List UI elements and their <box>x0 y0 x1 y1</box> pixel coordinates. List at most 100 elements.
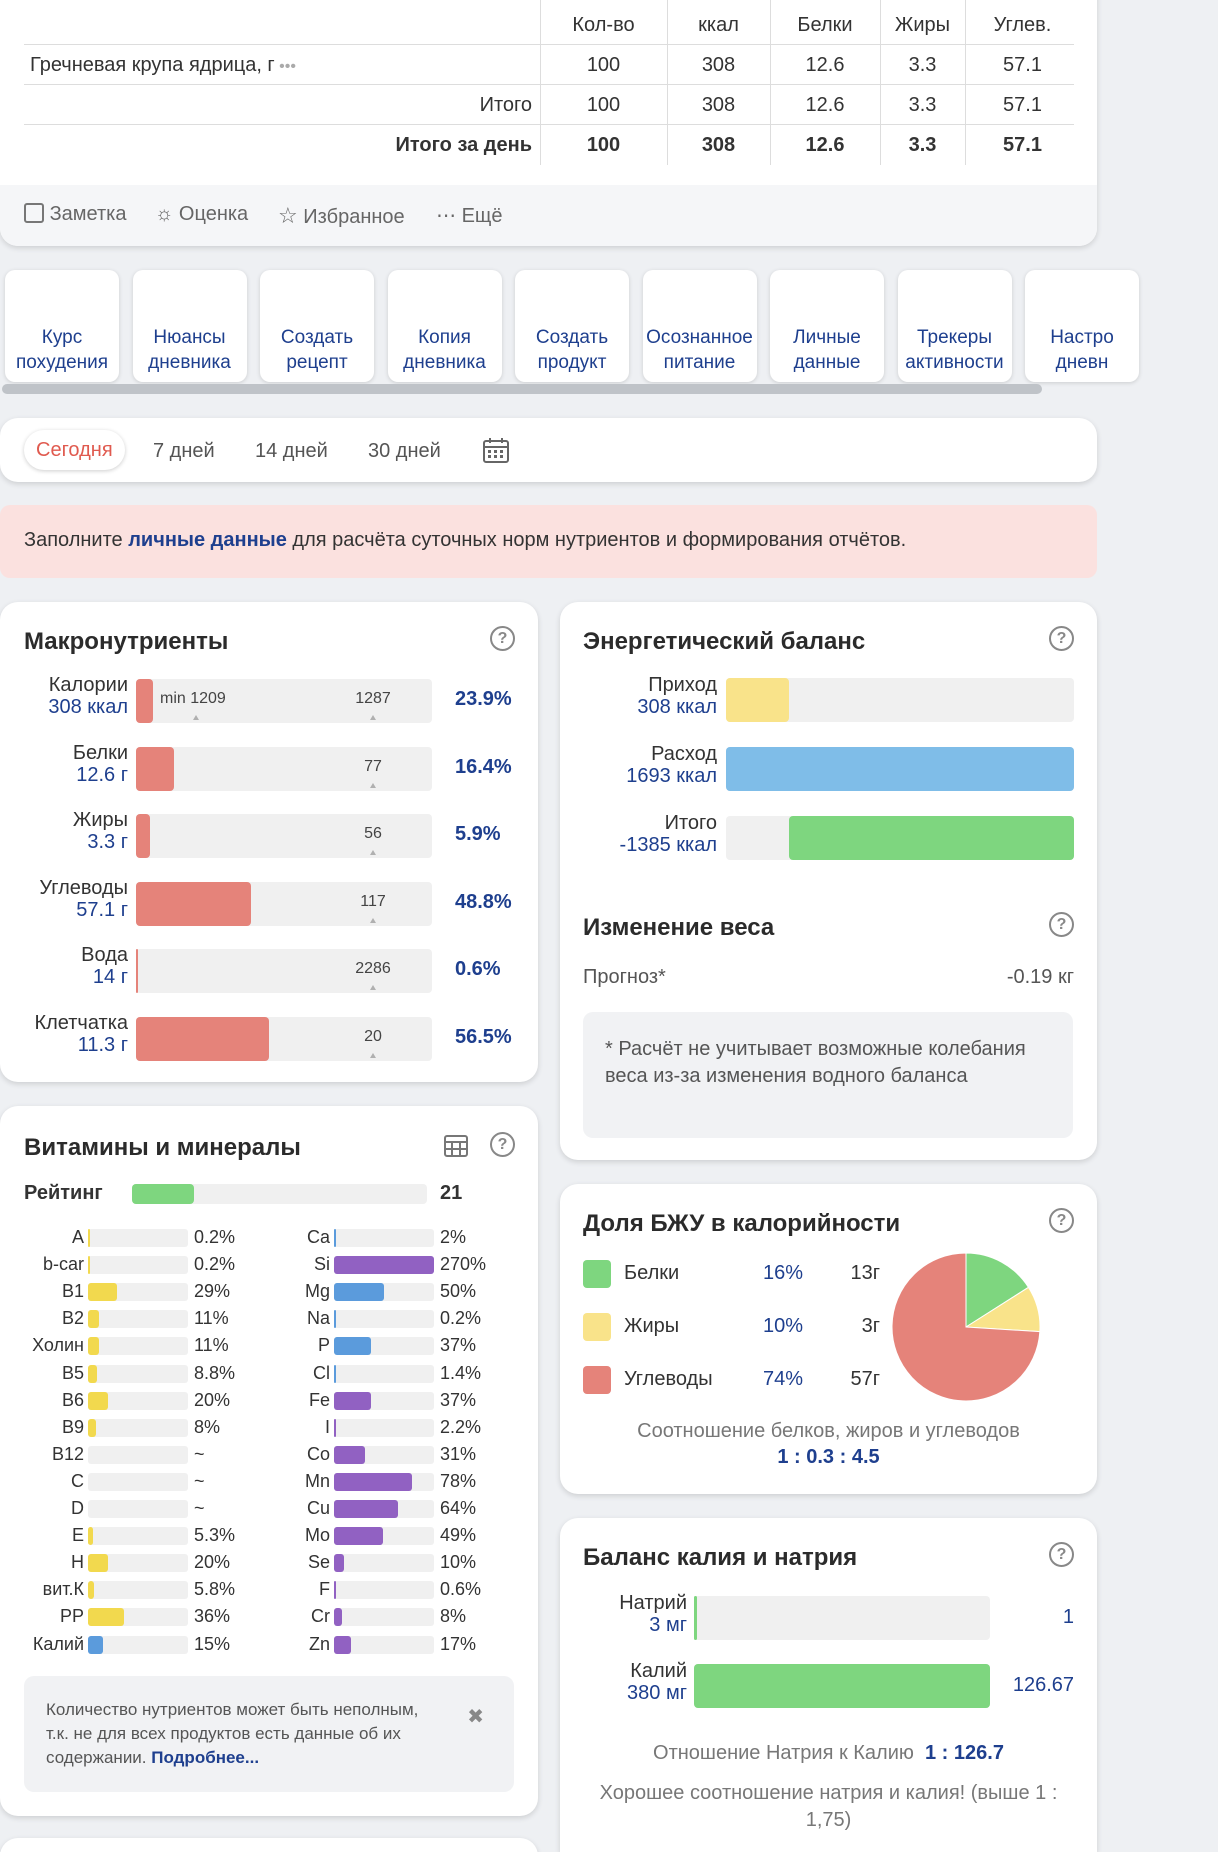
nutrient-bar <box>88 1635 188 1654</box>
nutrient-bar-fill <box>334 1608 342 1627</box>
nutrient-name: Co <box>306 1443 330 1464</box>
weight-change-title: Изменение веса <box>583 914 775 941</box>
nutrient-name: E <box>71 1525 84 1546</box>
legend-name: Жиры <box>624 1315 680 1337</box>
table-cell: 3.3 <box>908 134 937 156</box>
macro-bar <box>136 814 432 858</box>
shortcut-chef-hat[interactable]: Создать рецепт <box>260 270 374 382</box>
table-cell: 12.6 <box>805 94 845 116</box>
shortcut-apple[interactable]: Создать продукт <box>515 270 629 382</box>
card-title: Баланс калия и натрия <box>583 1544 858 1571</box>
personal-data-link[interactable]: личные данные <box>128 529 287 551</box>
table-view-icon[interactable] <box>444 1134 468 1158</box>
macro-value: 57.1 г <box>76 898 128 921</box>
help-icon[interactable]: ? <box>1049 1208 1074 1233</box>
nutrient-bar-fill <box>88 1337 99 1356</box>
calendar-icon[interactable] <box>482 436 510 464</box>
product-name[interactable]: Гречневая крупа ядрица, г ••• <box>30 54 296 76</box>
more-button[interactable]: ⋯ Ещё <box>436 203 502 228</box>
nutrient-percent: 5.3% <box>194 1525 236 1546</box>
note-button[interactable]: Заметка <box>24 203 126 226</box>
norm-tick <box>370 782 376 788</box>
kna-ratio-value: 1 : 126.7 <box>925 1742 1004 1764</box>
alert-text: Заполните <box>24 529 129 551</box>
nutrient-percent: 50% <box>440 1281 477 1302</box>
nutrient-bar <box>88 1256 188 1275</box>
shortcut-settings[interactable]: Настро дневн <box>1025 270 1139 382</box>
kna-bar <box>694 1664 990 1708</box>
bju-pie-chart <box>891 1252 1041 1402</box>
shortcut-tracker[interactable]: Трекеры активности <box>897 270 1012 382</box>
kna-number: 1 <box>1062 1606 1074 1628</box>
legend-swatch <box>583 1313 611 1341</box>
nutrient-percent: 1.4% <box>440 1362 482 1383</box>
nutrient-percent: 2% <box>440 1227 467 1247</box>
macro-bar-fill <box>136 746 175 791</box>
shortcuts-scrollbar[interactable] <box>2 384 1042 394</box>
alert-text-end: для расчёта суточных норм нутриентов и ф… <box>286 529 907 551</box>
nutrient-percent: 0.2% <box>194 1227 236 1247</box>
norm-tick <box>370 917 376 923</box>
help-icon[interactable]: ? <box>490 626 515 651</box>
more-dots-icon: ⋯ <box>436 205 456 227</box>
nutrient-bar-fill <box>334 1635 351 1654</box>
nutrient-percent: 11% <box>194 1308 229 1329</box>
nutrient-bar-fill <box>88 1608 124 1627</box>
help-icon[interactable]: ? <box>1049 1542 1074 1567</box>
nutrient-name: B5 <box>61 1362 84 1383</box>
nutrient-percent: 0.6% <box>440 1579 482 1600</box>
weight-note: * Расчёт не учитывает возможные колебани… <box>583 1012 1073 1138</box>
shortcut-stack[interactable]: Курс похудения <box>5 270 119 382</box>
macro-value: 3.3 г <box>87 831 128 853</box>
energy-bar <box>726 816 1074 860</box>
nutrient-percent: ~ <box>194 1470 205 1491</box>
help-icon[interactable]: ? <box>1049 626 1074 651</box>
close-icon[interactable]: ✖ <box>467 1706 484 1728</box>
macro-value: 11.3 г <box>77 1033 128 1056</box>
macro-label: Углеводы <box>39 876 128 899</box>
table-header: Кол-во <box>572 14 635 36</box>
shortcut-label: Создать рецепт <box>280 327 354 373</box>
period-today[interactable]: Сегодня <box>24 430 125 470</box>
table-cell: 308 <box>701 94 736 116</box>
shortcut-user[interactable]: Личные данные <box>770 270 884 382</box>
table-cell: 100 <box>586 134 621 156</box>
nutrient-bar <box>334 1472 434 1491</box>
nutrient-percent: ~ <box>194 1498 205 1518</box>
nutrient-bar <box>88 1472 188 1491</box>
nutrient-percent: 8.8% <box>194 1362 236 1383</box>
nutrient-name: Zn <box>308 1633 330 1654</box>
shortcut-book[interactable]: Нюансы дневника <box>132 270 247 382</box>
nutrient-bar-fill <box>334 1283 384 1302</box>
macro-label: Клетчатка <box>34 1011 128 1034</box>
nutrient-bar-fill <box>334 1527 383 1546</box>
nutrient-percent: 64% <box>440 1498 477 1518</box>
nutrient-percent: 29% <box>194 1281 231 1302</box>
favorite-button[interactable]: ☆ Избранное <box>278 203 405 229</box>
nutrient-bar <box>334 1445 434 1464</box>
nutrient-bar-fill <box>334 1554 344 1573</box>
energy-bar-fill <box>788 816 1074 860</box>
nutrient-name: B12 <box>51 1443 84 1464</box>
help-icon[interactable]: ? <box>1049 912 1074 937</box>
nutrient-bar <box>334 1310 434 1329</box>
shortcut-copy-doc[interactable]: Копия дневника <box>387 270 502 382</box>
nutrient-bar-fill <box>88 1229 90 1247</box>
help-icon[interactable]: ? <box>490 1132 515 1157</box>
rating-button[interactable]: ☼ Оценка <box>155 203 248 226</box>
favorite-label: Избранное <box>303 206 405 228</box>
nutrient-name: Mg <box>304 1281 330 1302</box>
pie-slice-carbs <box>891 1252 1041 1402</box>
legend-grams: 13г <box>850 1262 880 1284</box>
legend-grams: 3г <box>861 1315 880 1337</box>
period-14-days[interactable]: 14 дней <box>255 440 328 462</box>
period-30-days[interactable]: 30 дней <box>368 440 441 462</box>
period-7-days[interactable]: 7 дней <box>153 440 215 462</box>
shortcut-lightbulb[interactable]: Осознанное питание <box>642 270 757 382</box>
nutrient-bar <box>334 1364 434 1383</box>
nutrient-bar-fill <box>334 1500 398 1518</box>
nutrient-percent: 11% <box>194 1335 229 1356</box>
more-dots-icon[interactable]: ••• <box>274 58 296 75</box>
more-details-link[interactable]: Подробнее... <box>151 1748 260 1767</box>
nutrient-name: Se <box>307 1552 330 1573</box>
